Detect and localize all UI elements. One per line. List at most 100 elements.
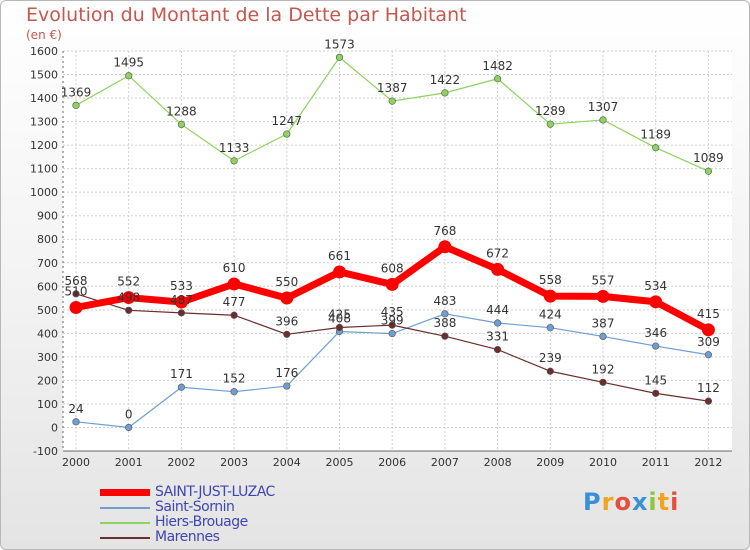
y-tick-label: 1300 (30, 116, 58, 129)
data-label: 435 (381, 305, 404, 319)
y-tick-label: -100 (33, 445, 58, 458)
data-label: 1307 (588, 100, 619, 114)
data-label: 1369 (61, 85, 92, 99)
data-label: 112 (697, 381, 720, 395)
data-label: 145 (644, 373, 667, 387)
data-label: 171 (170, 367, 193, 381)
legend-swatch (100, 522, 150, 524)
data-label: 152 (223, 372, 246, 386)
data-label: 388 (433, 316, 456, 330)
data-label: 1573 (324, 37, 355, 51)
legend: SAINT-JUST-LUZAC Saint-Sornin Hiers-Brou… (100, 484, 360, 545)
data-point (599, 378, 607, 386)
data-label: 672 (486, 246, 509, 260)
data-label: 487 (170, 293, 193, 307)
data-point (174, 295, 188, 309)
data-label: 387 (592, 316, 615, 330)
data-point (385, 277, 399, 291)
y-tick-label: 900 (37, 210, 58, 223)
data-label: 408 (328, 311, 351, 325)
y-tick-label: 1200 (30, 139, 58, 152)
data-label: 1495 (113, 56, 144, 70)
data-point (335, 53, 344, 61)
data-point (652, 389, 660, 397)
legend-label: SAINT-JUST-LUZAC (155, 484, 275, 500)
data-point (283, 382, 291, 390)
data-point (388, 321, 396, 329)
y-tick-label: 0 (51, 421, 58, 434)
y-tick-label: 600 (37, 280, 58, 293)
data-point (283, 330, 291, 338)
data-point (388, 329, 396, 338)
x-tick-label: 2003 (220, 456, 248, 469)
data-label: 0 (125, 407, 133, 421)
y-tick-label: 1400 (30, 92, 58, 105)
data-label: 399 (381, 314, 404, 328)
data-label: 176 (275, 366, 298, 380)
proxiti-logo: Proxiti (583, 488, 680, 516)
data-point (546, 120, 554, 128)
data-label: 483 (433, 294, 456, 308)
y-tick-label: 1600 (30, 45, 58, 58)
data-point (177, 120, 185, 129)
data-label: 24 (68, 402, 83, 416)
data-point (72, 290, 80, 298)
y-tick-label: 800 (37, 233, 58, 246)
data-point (69, 300, 83, 314)
y-tick-label: 300 (37, 351, 58, 364)
data-label: 309 (697, 335, 720, 349)
data-point (122, 291, 136, 305)
y-tick-label: 400 (37, 327, 58, 340)
data-label: 477 (223, 295, 246, 309)
data-label: 510 (65, 284, 88, 298)
data-label: 568 (65, 274, 88, 288)
x-tick-label: 2004 (273, 456, 301, 469)
data-point (333, 265, 346, 279)
data-label: 239 (539, 351, 562, 365)
data-label: 1387 (377, 81, 408, 95)
x-tick-label: 2005 (326, 456, 354, 469)
data-point (543, 289, 557, 303)
legend-label: Saint-Sornin (155, 499, 235, 515)
data-label: 608 (381, 261, 404, 275)
legend-swatch (100, 489, 150, 496)
x-tick-label: 2009 (536, 456, 564, 469)
legend-item-saint-sornin: Saint-Sornin (100, 499, 360, 515)
data-point (388, 97, 396, 105)
data-point (230, 311, 238, 319)
x-tick-label: 2010 (589, 456, 617, 469)
data-label: 331 (486, 330, 509, 344)
unit-label: (en €) (26, 28, 62, 42)
data-point (72, 418, 80, 426)
data-point (230, 388, 238, 396)
y-tick-label: 700 (37, 257, 58, 270)
legend-label: Hiers-Brouage (155, 514, 248, 530)
data-label: 550 (275, 275, 298, 289)
data-label: 346 (644, 326, 667, 340)
data-point (283, 130, 291, 138)
data-label: 533 (170, 279, 193, 293)
data-point (701, 323, 715, 337)
legend-label: Marennes (155, 529, 220, 545)
data-point (177, 383, 185, 391)
data-label: 424 (539, 308, 562, 322)
y-tick-label: 100 (37, 398, 58, 411)
data-label: 396 (275, 314, 298, 328)
data-label: 1482 (482, 59, 513, 73)
data-point (335, 323, 344, 332)
data-point (652, 144, 660, 152)
y-tick-label: 500 (37, 304, 58, 317)
data-point (280, 291, 294, 305)
data-point (494, 75, 502, 83)
x-tick-label: 2011 (642, 456, 670, 469)
x-tick-label: 2000 (62, 456, 90, 469)
data-point (704, 397, 713, 405)
data-point (72, 101, 80, 109)
data-label: 1089 (693, 151, 724, 165)
x-tick-label: 2007 (431, 456, 459, 469)
data-point (546, 367, 554, 375)
data-label: 1247 (272, 114, 303, 128)
data-point (441, 310, 449, 318)
x-tick-label: 2008 (484, 456, 512, 469)
